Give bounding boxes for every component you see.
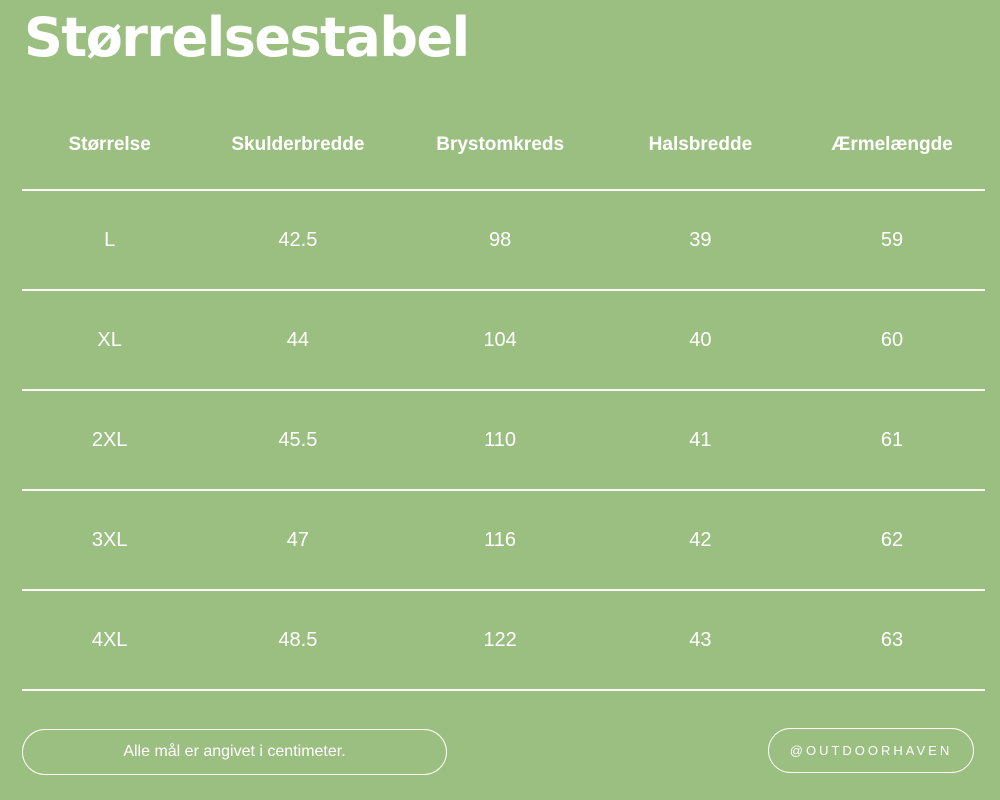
table-row: XL 44 104 40 60 [22,291,985,391]
cell-chest-circumference: 122 [483,628,517,651]
table-row: L 42.5 98 39 59 [22,191,985,291]
cell-size-label: 3XL [91,528,128,551]
page-title: Størrelsestabel [24,6,470,69]
cell-neck-width: 41 [689,428,712,451]
cell-sleeve-length: 59 [880,228,904,251]
table-row: 4XL 48.5 122 43 63 [22,591,985,691]
measurement-note-pill: Alle mål er angivet i centimeter. [22,729,447,775]
cell-chest-circumference: 110 [484,428,517,451]
column-header-shoulder-width: Skulderbredde [231,133,365,155]
cell-neck-width: 42 [689,528,712,551]
column-header-neck-width: Halsbredde [648,133,753,155]
cell-size-label: XL [97,328,122,351]
table-row: 3XL 47 116 42 62 [22,491,985,591]
column-header-chest-circumference: Brystomkreds [436,133,565,155]
cell-shoulder-width: 48.5 [278,628,318,651]
cell-chest-circumference: 116 [484,528,517,551]
cell-shoulder-width: 47 [286,528,310,551]
cell-sleeve-length: 63 [880,628,904,651]
cell-neck-width: 43 [689,628,712,651]
cell-shoulder-width: 44 [286,328,310,351]
table-header-row: Størrelse Skulderbredde Brystomkreds Hal… [22,100,985,191]
cell-shoulder-width: 45.5 [278,428,318,451]
size-table: Størrelse Skulderbredde Brystomkreds Hal… [22,100,985,691]
cell-sleeve-length: 61 [880,428,904,451]
measurement-note-text: Alle mål er angivet i centimeter. [123,743,346,760]
brand-handle-pill: @OUTDOORHAVEN [768,728,974,773]
cell-sleeve-length: 62 [880,528,904,551]
column-header-size: Størrelse [68,133,151,155]
cell-sleeve-length: 60 [880,328,904,351]
cell-size-label: 4XL [91,628,128,651]
cell-neck-width: 40 [689,328,712,351]
cell-shoulder-width: 42.5 [278,228,318,251]
cell-size-label: L [104,228,116,251]
cell-chest-circumference: 98 [489,228,512,251]
brand-handle-text: @OUTDOORHAVEN [789,743,953,758]
cell-neck-width: 39 [689,228,712,251]
cell-chest-circumference: 104 [483,328,517,351]
column-header-sleeve-length: Ærmelængde [831,133,953,155]
table-row: 2XL 45.5 110 41 61 [22,391,985,491]
cell-size-label: 2XL [91,428,128,451]
